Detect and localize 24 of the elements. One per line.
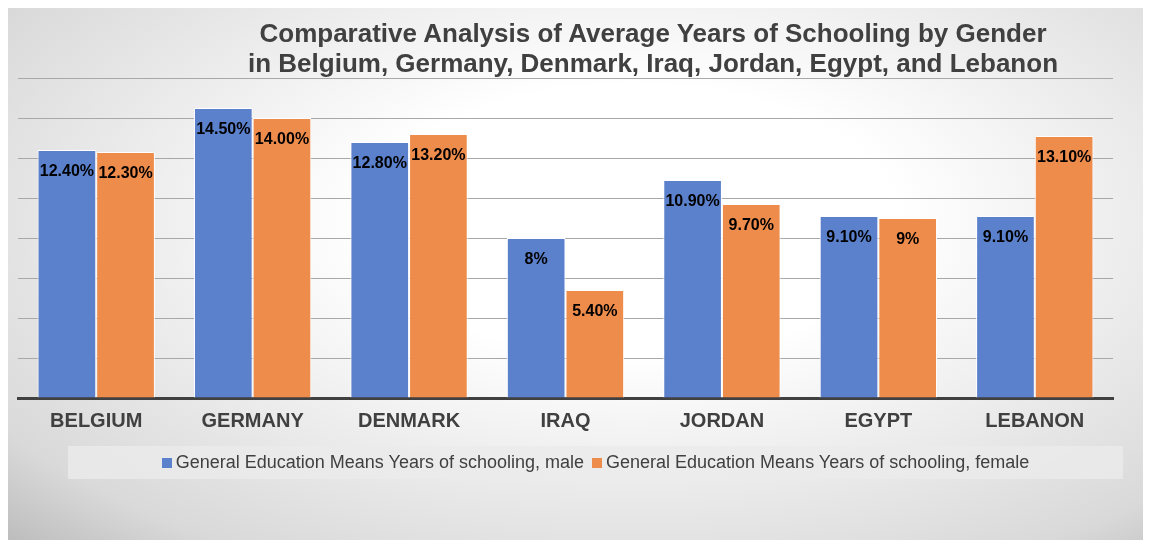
data-label: 12.30% — [98, 164, 153, 182]
data-label: 9% — [896, 230, 920, 248]
data-label: 5.40% — [572, 302, 618, 320]
data-label: 12.80% — [352, 154, 407, 172]
data-label: 13.20% — [411, 146, 466, 164]
data-label: 9.10% — [826, 228, 872, 246]
data-label: 13.10% — [1036, 148, 1092, 166]
data-label: 14.00% — [254, 130, 310, 148]
x-tick-label: IRAQ — [540, 408, 591, 431]
x-tick-label: EGYPT — [844, 408, 913, 431]
legend-label: General Education Means Years of schooling, male — [175, 452, 584, 473]
legend-label: General Education Means Years of schooling, female — [606, 452, 1030, 473]
x-tick-label: DENMARK — [357, 408, 461, 431]
data-label: 8% — [524, 250, 548, 268]
data-label: 10.90% — [665, 192, 720, 210]
data-label: 14.50% — [196, 120, 251, 138]
data-label: 9.10% — [982, 228, 1029, 246]
data-label: 9.70% — [728, 216, 774, 234]
x-tick-label: BELGIUM — [50, 408, 143, 431]
chart-title: Comparative Analysis of Average Years of Schooling by Gender in Belgium, Germany, Denmark, Iraq, Jordan, Egypt, and Lebanon — [248, 17, 1059, 78]
x-tick-label: JORDAN — [679, 408, 765, 431]
x-tick-label: GERMANY — [201, 408, 305, 431]
x-tick-label: LEBANON — [985, 408, 1085, 431]
data-label: 12.40% — [39, 162, 95, 180]
